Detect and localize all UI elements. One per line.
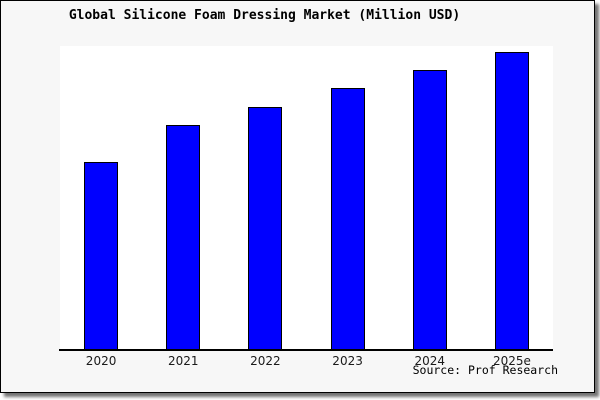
bar-2022 — [248, 107, 283, 350]
x-tick-label-2020: 2020 — [85, 354, 117, 368]
x-axis-line — [59, 349, 553, 351]
x-tick-label-2021: 2021 — [167, 354, 199, 368]
source-credit: Source: Prof Research — [412, 363, 558, 377]
bar-2021 — [166, 125, 201, 350]
x-tick-label-2023: 2023 — [332, 354, 363, 368]
bar-2020 — [84, 162, 119, 350]
chart-frame: Global Silicone Foam Dressing Market (Mi… — [0, 0, 595, 393]
bar-2025e — [494, 52, 529, 350]
bar-2024 — [412, 70, 447, 350]
chart-title: Global Silicone Foam Dressing Market (Mi… — [68, 8, 461, 23]
x-tick-label-2022: 2022 — [250, 354, 281, 368]
plot-area — [60, 46, 553, 350]
bar-2023 — [330, 88, 365, 350]
